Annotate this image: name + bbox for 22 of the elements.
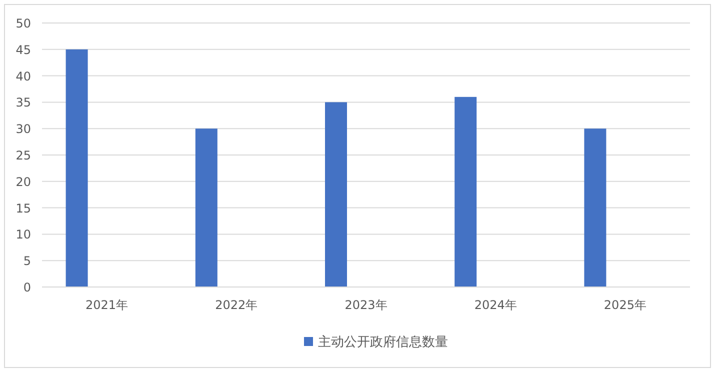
bar xyxy=(195,128,218,287)
y-tick-label: 5 xyxy=(23,254,31,268)
y-tick-label: 35 xyxy=(16,96,31,110)
bar xyxy=(454,96,477,287)
y-tick-label: 30 xyxy=(16,122,31,136)
x-tick-label: 2025年 xyxy=(604,298,646,312)
y-tick-label: 15 xyxy=(16,201,31,216)
y-tick-label: 20 xyxy=(16,174,31,189)
x-tick-label: 2023年 xyxy=(344,298,388,312)
bar xyxy=(66,49,88,287)
x-tick-label: 2022年 xyxy=(215,298,258,312)
bar xyxy=(325,102,347,287)
y-tick-label: 40 xyxy=(16,69,31,84)
bar xyxy=(584,128,606,287)
legend-label: 主动公开政府信息数量 xyxy=(318,334,448,350)
x-tick-label: 2024年 xyxy=(474,298,517,312)
y-tick-label: 45 xyxy=(16,42,31,57)
x-tick-label: 2021年 xyxy=(86,298,128,312)
y-tick-label: 25 xyxy=(16,148,31,162)
y-tick-label: 0 xyxy=(23,280,31,294)
y-tick-label: 10 xyxy=(16,228,31,242)
y-tick-label: 50 xyxy=(16,16,31,30)
